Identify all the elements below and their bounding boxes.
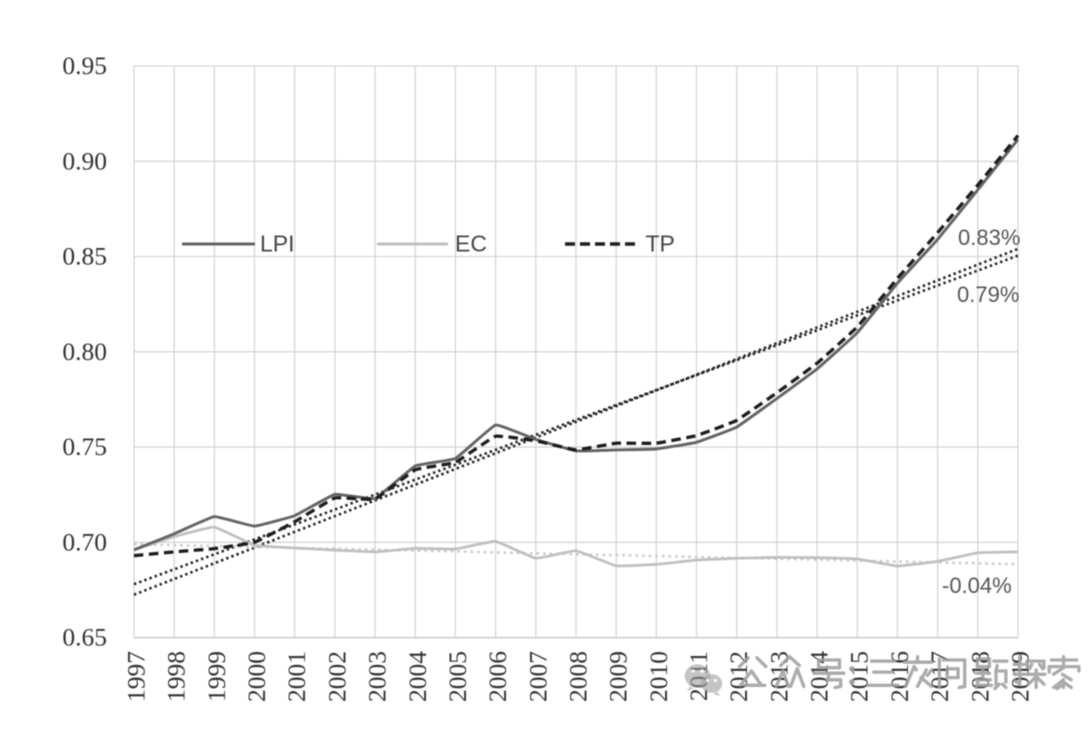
svg-text:2000: 2000	[242, 651, 271, 702]
svg-text:2001: 2001	[282, 651, 311, 702]
svg-text:TP: TP	[646, 231, 675, 257]
svg-text:1997: 1997	[122, 651, 151, 702]
svg-text:2002: 2002	[322, 651, 351, 702]
svg-text:1999: 1999	[202, 651, 231, 702]
svg-text:2005: 2005	[443, 651, 472, 702]
svg-text:2004: 2004	[403, 651, 432, 702]
svg-text:2003: 2003	[363, 651, 392, 702]
svg-text:0.75: 0.75	[62, 432, 107, 461]
svg-text:-0.04%: -0.04%	[942, 573, 1012, 598]
svg-text:0.90: 0.90	[62, 146, 107, 175]
svg-text:2010: 2010	[644, 651, 673, 702]
svg-text:2009: 2009	[604, 651, 633, 702]
svg-text:2006: 2006	[483, 651, 512, 702]
svg-text:2015: 2015	[845, 651, 874, 702]
svg-text:0.83%: 0.83%	[958, 225, 1020, 250]
svg-text:2008: 2008	[564, 651, 593, 702]
svg-text:0.79%: 0.79%	[957, 282, 1019, 307]
svg-text:0.70: 0.70	[62, 527, 107, 556]
svg-text:0.65: 0.65	[62, 623, 107, 652]
svg-text:0.85: 0.85	[62, 242, 107, 271]
svg-text:0.95: 0.95	[62, 51, 107, 80]
svg-text:2007: 2007	[523, 651, 552, 702]
svg-text:EC: EC	[455, 231, 487, 257]
svg-text:1998: 1998	[162, 651, 191, 702]
svg-text:0.80: 0.80	[62, 337, 107, 366]
svg-text:LPI: LPI	[260, 231, 295, 257]
